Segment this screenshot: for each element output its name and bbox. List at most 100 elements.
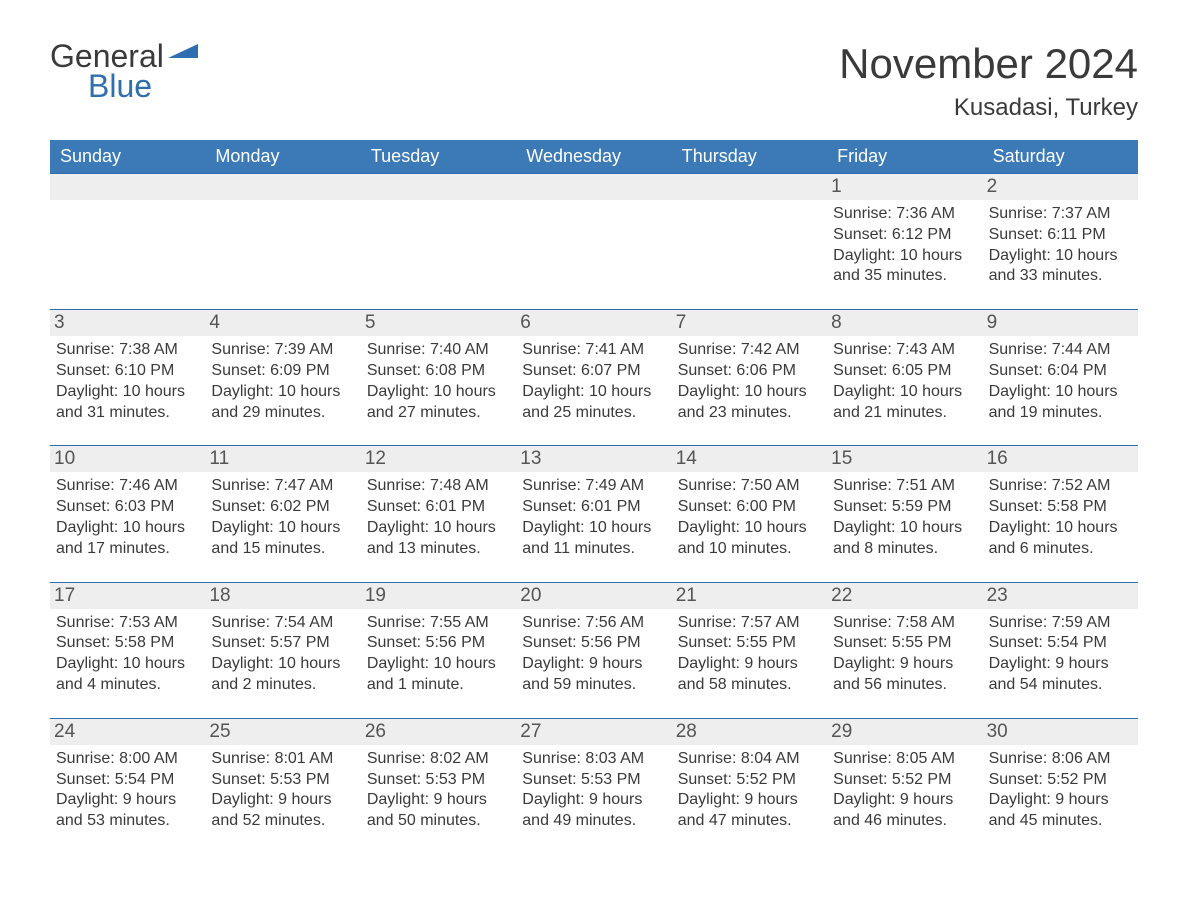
weekday-header-row: SundayMondayTuesdayWednesdayThursdayFrid… <box>50 140 1138 173</box>
day-body: Sunrise: 8:03 AMSunset: 5:53 PMDaylight:… <box>522 749 665 832</box>
logo-flag-icon <box>168 40 198 67</box>
day-number: 27 <box>516 718 671 745</box>
daylight-line: Daylight: 10 hours and 15 minutes. <box>211 518 354 560</box>
day-number: 6 <box>516 309 671 336</box>
sunrise-line: Sunrise: 7:47 AM <box>211 476 354 497</box>
day-number <box>672 173 827 200</box>
calendar-day-cell: 28 Sunrise: 8:04 AMSunset: 5:52 PMDayligh… <box>672 718 827 832</box>
day-number: 17 <box>50 582 205 609</box>
calendar-day-cell: 12Sunrise: 7:48 AMSunset: 6:01 PMDayligh… <box>361 445 516 559</box>
calendar-week-row: 24Sunrise: 8:00 AMSunset: 5:54 PMDayligh… <box>50 718 1138 832</box>
sunrise-line: Sunrise: 7:52 AM <box>989 476 1132 497</box>
day-body: Sunrise: 7:57 AMSunset: 5:55 PMDaylight:… <box>678 613 821 696</box>
sunrise-line: Sunrise: 7:58 AM <box>833 613 976 634</box>
calendar-week-row: 17 Sunrise: 7:53 AMSunset: 5:58 PMDayligh… <box>50 582 1138 696</box>
daylight-line: Daylight: 10 hours and 1 minute. <box>367 654 510 696</box>
sunrise-line: Sunrise: 8:04 AM <box>678 749 821 770</box>
day-body: Sunrise: 7:53 AMSunset: 5:58 PMDaylight:… <box>56 613 199 696</box>
sunset-line: Sunset: 5:52 PM <box>833 770 976 791</box>
daylight-line: Daylight: 10 hours and 2 minutes. <box>211 654 354 696</box>
daylight-line: Daylight: 10 hours and 13 minutes. <box>367 518 510 560</box>
daylight-line: Daylight: 9 hours and 47 minutes. <box>678 790 821 832</box>
daylight-line: Daylight: 9 hours and 53 minutes. <box>56 790 199 832</box>
sunset-line: Sunset: 6:04 PM <box>989 361 1132 382</box>
calendar-day-cell: 13Sunrise: 7:49 AMSunset: 6:01 PMDayligh… <box>516 445 671 559</box>
daylight-line: Daylight: 10 hours and 29 minutes. <box>211 382 354 424</box>
day-body: Sunrise: 7:59 AMSunset: 5:54 PMDaylight:… <box>989 613 1132 696</box>
day-body: Sunrise: 7:56 AMSunset: 5:56 PMDaylight:… <box>522 613 665 696</box>
sunrise-line: Sunrise: 7:59 AM <box>989 613 1132 634</box>
sunset-line: Sunset: 5:54 PM <box>989 633 1132 654</box>
daylight-line: Daylight: 10 hours and 33 minutes. <box>989 246 1132 288</box>
sunrise-line: Sunrise: 8:03 AM <box>522 749 665 770</box>
sunset-line: Sunset: 5:53 PM <box>211 770 354 791</box>
location-label: Kusadasi, Turkey <box>839 94 1138 122</box>
sunset-line: Sunset: 6:00 PM <box>678 497 821 518</box>
sunset-line: Sunset: 6:03 PM <box>56 497 199 518</box>
daylight-line: Daylight: 10 hours and 25 minutes. <box>522 382 665 424</box>
calendar-day-cell: 20 Sunrise: 7:56 AMSunset: 5:56 PMDayligh… <box>516 582 671 696</box>
logo-word-blue: Blue <box>88 70 198 102</box>
day-number: 18 <box>205 582 360 609</box>
daylight-line: Daylight: 9 hours and 59 minutes. <box>522 654 665 696</box>
day-number: 15 <box>827 445 982 472</box>
sunset-line: Sunset: 5:58 PM <box>56 633 199 654</box>
day-body: Sunrise: 8:01 AMSunset: 5:53 PMDaylight:… <box>211 749 354 832</box>
sunset-line: Sunset: 6:11 PM <box>989 225 1132 246</box>
sunrise-line: Sunrise: 7:36 AM <box>833 204 976 225</box>
calendar-day-cell: 1Sunrise: 7:36 AMSunset: 6:12 PMDaylight… <box>827 173 982 287</box>
calendar-day-cell: 8Sunrise: 7:43 AMSunset: 6:05 PMDaylight… <box>827 309 982 423</box>
calendar-day-cell: 25Sunrise: 8:01 AMSunset: 5:53 PMDayligh… <box>205 718 360 832</box>
daylight-line: Daylight: 10 hours and 17 minutes. <box>56 518 199 560</box>
weekday-header-cell: Tuesday <box>361 140 516 173</box>
sunset-line: Sunset: 5:55 PM <box>678 633 821 654</box>
sunrise-line: Sunrise: 7:43 AM <box>833 340 976 361</box>
daylight-line: Daylight: 10 hours and 10 minutes. <box>678 518 821 560</box>
sunset-line: Sunset: 5:56 PM <box>522 633 665 654</box>
day-number: 28 <box>672 718 827 745</box>
sunrise-line: Sunrise: 7:37 AM <box>989 204 1132 225</box>
day-number: 14 <box>672 445 827 472</box>
calendar-day-cell: 22Sunrise: 7:58 AMSunset: 5:55 PMDayligh… <box>827 582 982 696</box>
day-body: Sunrise: 8:00 AMSunset: 5:54 PMDaylight:… <box>56 749 199 832</box>
day-body: Sunrise: 8:04 AMSunset: 5:52 PMDaylight:… <box>678 749 821 832</box>
day-body: Sunrise: 7:54 AMSunset: 5:57 PMDaylight:… <box>211 613 354 696</box>
day-number: 20 <box>516 582 671 609</box>
calendar-day-cell: 9Sunrise: 7:44 AMSunset: 6:04 PMDaylight… <box>983 309 1138 423</box>
sunset-line: Sunset: 6:01 PM <box>367 497 510 518</box>
day-number: 2 <box>983 173 1138 200</box>
logo: General Blue <box>50 40 198 102</box>
calendar-day-cell: 14Sunrise: 7:50 AMSunset: 6:00 PMDayligh… <box>672 445 827 559</box>
header: General Blue November 2024 Kusadasi, Tur… <box>50 40 1138 122</box>
calendar-day-cell: 6Sunrise: 7:41 AMSunset: 6:07 PMDaylight… <box>516 309 671 423</box>
daylight-line: Daylight: 10 hours and 35 minutes. <box>833 246 976 288</box>
day-body: Sunrise: 7:51 AMSunset: 5:59 PMDaylight:… <box>833 476 976 559</box>
daylight-line: Daylight: 9 hours and 49 minutes. <box>522 790 665 832</box>
day-body: Sunrise: 8:06 AMSunset: 5:52 PMDaylight:… <box>989 749 1132 832</box>
day-body: Sunrise: 7:37 AMSunset: 6:11 PMDaylight:… <box>989 204 1132 287</box>
sunrise-line: Sunrise: 7:46 AM <box>56 476 199 497</box>
daylight-line: Daylight: 9 hours and 58 minutes. <box>678 654 821 696</box>
day-number: 4 <box>205 309 360 336</box>
day-body: Sunrise: 7:52 AMSunset: 5:58 PMDaylight:… <box>989 476 1132 559</box>
sunset-line: Sunset: 5:59 PM <box>833 497 976 518</box>
day-number: 13 <box>516 445 671 472</box>
sunset-line: Sunset: 5:56 PM <box>367 633 510 654</box>
sunrise-line: Sunrise: 7:49 AM <box>522 476 665 497</box>
sunset-line: Sunset: 6:01 PM <box>522 497 665 518</box>
daylight-line: Daylight: 10 hours and 19 minutes. <box>989 382 1132 424</box>
daylight-line: Daylight: 9 hours and 50 minutes. <box>367 790 510 832</box>
sunrise-line: Sunrise: 7:56 AM <box>522 613 665 634</box>
calendar-day-cell: 10Sunrise: 7:46 AMSunset: 6:03 PMDayligh… <box>50 445 205 559</box>
calendar-day-cell: 19Sunrise: 7:55 AMSunset: 5:56 PMDayligh… <box>361 582 516 696</box>
daylight-line: Daylight: 9 hours and 46 minutes. <box>833 790 976 832</box>
day-body: Sunrise: 7:38 AMSunset: 6:10 PMDaylight:… <box>56 340 199 423</box>
day-number: 3 <box>50 309 205 336</box>
day-number: 30 <box>983 718 1138 745</box>
calendar-week-row: 10Sunrise: 7:46 AMSunset: 6:03 PMDayligh… <box>50 445 1138 559</box>
sunrise-line: Sunrise: 7:51 AM <box>833 476 976 497</box>
daylight-line: Daylight: 9 hours and 56 minutes. <box>833 654 976 696</box>
calendar-day-cell <box>672 173 827 287</box>
day-number: 26 <box>361 718 516 745</box>
day-body: Sunrise: 7:48 AMSunset: 6:01 PMDaylight:… <box>367 476 510 559</box>
